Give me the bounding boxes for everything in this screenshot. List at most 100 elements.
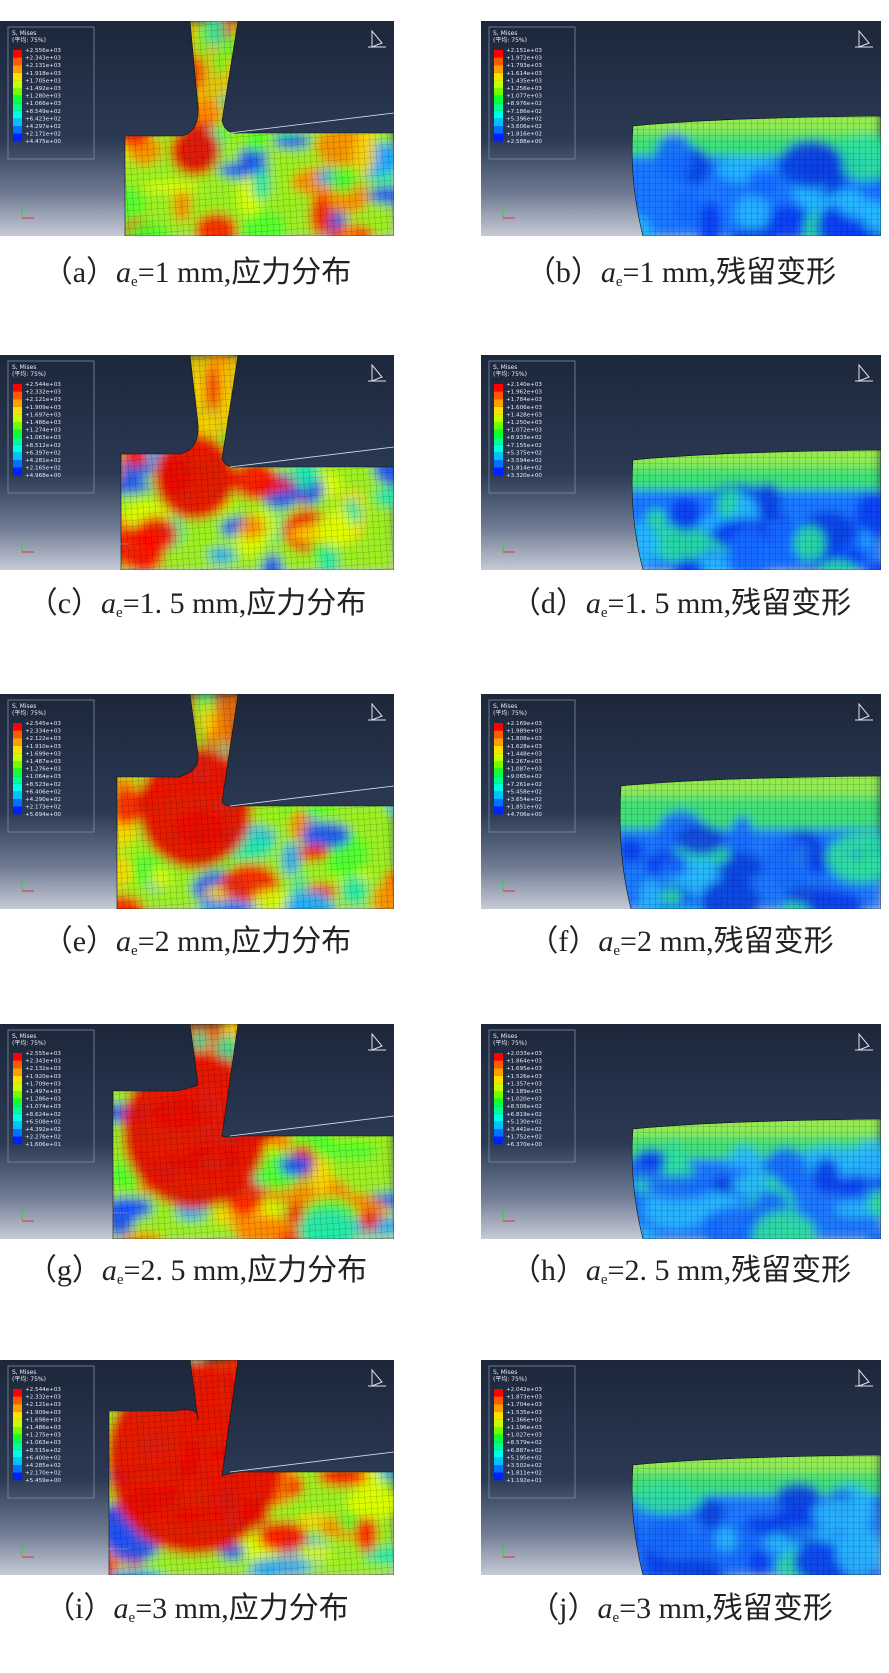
legend-value: +1.064e+03 <box>25 774 61 780</box>
legend-value: +4.968e+00 <box>25 473 61 479</box>
legend-subtitle: (平均: 75%) <box>493 1375 527 1383</box>
legend-swatch <box>494 1060 503 1069</box>
caption-subscript: e <box>600 1272 608 1288</box>
legend-swatch <box>494 103 503 111</box>
legend-value: +8.624e+02 <box>25 1112 61 1118</box>
logo <box>855 29 873 48</box>
legend-swatch <box>494 1129 503 1137</box>
legend-swatch <box>13 126 22 134</box>
legend-value: +2.334e+03 <box>25 729 61 735</box>
legend-swatch <box>13 1053 22 1061</box>
legend-swatch <box>13 406 22 415</box>
legend-swatch <box>494 406 503 415</box>
legend-value: +2.033e+03 <box>506 1051 542 1057</box>
legend-swatch <box>13 399 22 407</box>
legend-value: +1.274e+03 <box>25 428 61 434</box>
caption-symbol: a <box>116 925 132 958</box>
legend-swatch <box>13 88 22 96</box>
caption: （d）ae=1. 5 mm,残留变形 <box>481 589 881 621</box>
legend-swatch <box>494 399 503 407</box>
legend-value: +1.784e+03 <box>506 397 542 403</box>
legend-swatch <box>13 452 22 460</box>
outline <box>631 1454 881 1575</box>
legend-swatch <box>494 776 503 784</box>
legend-swatch <box>494 50 503 58</box>
legend-value: +5.459e+00 <box>25 1478 61 1484</box>
legend-swatch <box>494 738 503 746</box>
legend-value: +1.063e+03 <box>25 435 61 441</box>
legend-value: +7.186e+02 <box>506 109 542 115</box>
legend-value: +3.320e+00 <box>506 473 542 479</box>
legend-swatch <box>494 1449 503 1458</box>
caption: （j）ae=3 mm,残留变形 <box>481 1594 881 1626</box>
legend-value: +4.392e+02 <box>25 1127 61 1133</box>
legend-subtitle: (平均: 75%) <box>12 709 46 717</box>
legend-swatch <box>13 1060 22 1069</box>
legend-value: +1.435e+03 <box>506 78 542 84</box>
legend-value: +1.267e+03 <box>506 759 542 765</box>
legend-value: +1.256e+03 <box>506 86 542 92</box>
legend-value: +6.423e+02 <box>25 116 61 122</box>
legend-value: +4.285e+02 <box>25 1463 61 1469</box>
caption-text: =1. 5 mm,残留变形 <box>607 587 852 620</box>
panel: S, Mises (平均: 75%) +2.169e+03 +1.989e+03 +1.… <box>481 694 881 969</box>
legend-swatch <box>13 391 22 400</box>
legend-swatch <box>494 1083 503 1091</box>
legend-value: +1.189e+03 <box>506 1089 542 1095</box>
legend-box <box>7 26 95 160</box>
legend-swatch <box>13 799 22 807</box>
legend-value: +1.280e+03 <box>25 94 61 100</box>
legend-swatch <box>13 1106 22 1114</box>
legend-value: +2.171e+02 <box>25 132 61 138</box>
legend-swatch <box>494 1465 503 1473</box>
legend-value: +2.544e+03 <box>25 382 61 388</box>
legend-value: +2.042e+03 <box>506 1387 542 1393</box>
legend-swatch <box>494 806 503 815</box>
legend-swatch <box>13 95 22 104</box>
part <box>620 776 881 909</box>
legend-swatch <box>13 110 22 119</box>
legend-value: +8.933e+02 <box>506 435 542 441</box>
legend-box <box>7 699 95 833</box>
legend-value: +1.811e+02 <box>506 1471 542 1477</box>
legend-swatch <box>13 1396 22 1405</box>
legend-value: +1.072e+03 <box>506 428 542 434</box>
legend-value: +2.545e+03 <box>25 721 61 727</box>
caption-subscript: e <box>131 274 138 290</box>
legend-value: +2.151e+03 <box>506 48 542 54</box>
legend-swatch <box>13 65 22 73</box>
caption-symbol: a <box>585 1254 601 1287</box>
legend-value: +1.709e+03 <box>25 1081 61 1087</box>
legend-swatch <box>13 1465 22 1473</box>
legend-swatch <box>13 745 22 754</box>
legend-subtitle: (平均: 75%) <box>493 370 527 378</box>
legend-title: S, Mises <box>493 364 517 371</box>
legend-value: +2.132e+03 <box>25 1066 61 1072</box>
panel: S, Mises (平均: 75%) +2.544e+03 +2.332e+03 +2.… <box>0 1360 394 1635</box>
caption-symbol: a <box>585 587 601 620</box>
tool-line <box>229 1115 394 1137</box>
legend-swatch <box>13 806 22 815</box>
legend-swatch <box>494 422 503 430</box>
logo <box>855 702 873 721</box>
panel: S, Mises (平均: 75%) +2.555e+03 +2.343e+03 +2.… <box>0 1024 394 1299</box>
legend-value: +4.706e+00 <box>506 812 542 818</box>
legend-value: +4.475e+00 <box>25 139 61 145</box>
legend-swatch <box>13 118 22 126</box>
legend-swatch <box>13 1113 22 1122</box>
caption-subscript: e <box>612 1610 620 1626</box>
legend-value: +8.512e+02 <box>25 443 61 449</box>
legend-swatch <box>494 761 503 769</box>
legend-value: +2.121e+03 <box>25 397 61 403</box>
legend-swatch <box>13 1136 22 1145</box>
caption-subscript: e <box>116 1272 124 1288</box>
legend-swatch <box>13 1434 22 1443</box>
legend-swatch <box>13 1389 22 1397</box>
legend-value: +1.535e+03 <box>506 1410 542 1416</box>
legend-swatch <box>13 723 22 731</box>
legend-value: +1.486e+03 <box>25 1425 61 1431</box>
legend-swatch <box>13 1411 22 1420</box>
legend-value: +1.526e+03 <box>506 1074 542 1080</box>
tool-line <box>229 446 394 468</box>
